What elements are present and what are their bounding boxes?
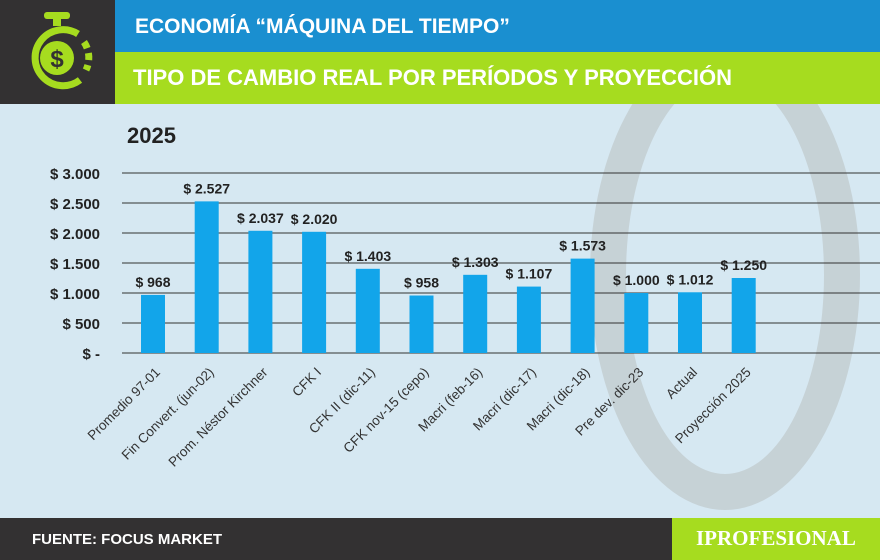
bar [570, 258, 595, 353]
bar [731, 278, 756, 353]
data-label: $ 1.107 [506, 266, 553, 282]
y-tick-label: $ 1.500 [50, 256, 100, 273]
footer: FUENTE: FOCUS MARKET IPROFESIONAL [0, 518, 880, 560]
data-label: $ 1.250 [720, 257, 767, 273]
x-tick-label: Fin Convert. (jun-02) [119, 365, 217, 463]
bar [248, 230, 273, 353]
source-label: FUENTE: FOCUS MARKET [32, 531, 222, 548]
bar [302, 231, 327, 353]
y-tick-label: $ 2.500 [50, 196, 100, 213]
bar [624, 293, 649, 353]
data-label: $ 1.000 [613, 272, 660, 288]
data-label: $ 2.527 [183, 180, 230, 196]
bar [678, 292, 702, 353]
data-label: $ 2.037 [237, 210, 284, 226]
header-title: ECONOMÍA “MÁQUINA DEL TIEMPO” [115, 0, 880, 52]
x-tick-label: CFK I [289, 365, 324, 400]
data-label: $ 2.020 [291, 211, 338, 227]
bar [355, 268, 380, 353]
stopwatch-dollar-icon: $ [31, 12, 93, 90]
bar [409, 295, 434, 353]
data-label: $ 968 [135, 274, 170, 290]
logo: $ [0, 0, 115, 104]
svg-text:$: $ [50, 46, 64, 73]
y-tick-label: $ 1.000 [50, 286, 100, 303]
data-label: $ 1.012 [667, 271, 714, 287]
data-label: $ 1.403 [344, 248, 391, 264]
chart-title: 2025 [127, 123, 176, 148]
data-label: $ 1.303 [452, 254, 499, 270]
header-subtitle: TIPO DE CAMBIO REAL POR PERÍODOS Y PROYE… [115, 52, 880, 104]
data-label: $ 958 [404, 275, 439, 291]
data-label: $ 1.573 [559, 238, 606, 254]
x-tick-label: Actual [663, 365, 700, 402]
y-tick-label: $ - [82, 346, 100, 363]
brand-logo: IPROFESIONAL [672, 518, 880, 560]
y-tick-label: $ 2.000 [50, 226, 100, 243]
bar [463, 274, 488, 353]
y-tick-label: $ 500 [62, 316, 100, 333]
bar [141, 294, 165, 353]
bar [194, 201, 219, 353]
bar-chart: $ - $ 500 $ 1.000 $ 1.500 $ 2.000 $ 2.500 $ 3.… [50, 166, 880, 470]
bar [516, 286, 541, 353]
x-tick-label: Prom. Néstor Kirchner [165, 364, 270, 469]
y-tick-label: $ 3.000 [50, 166, 100, 183]
